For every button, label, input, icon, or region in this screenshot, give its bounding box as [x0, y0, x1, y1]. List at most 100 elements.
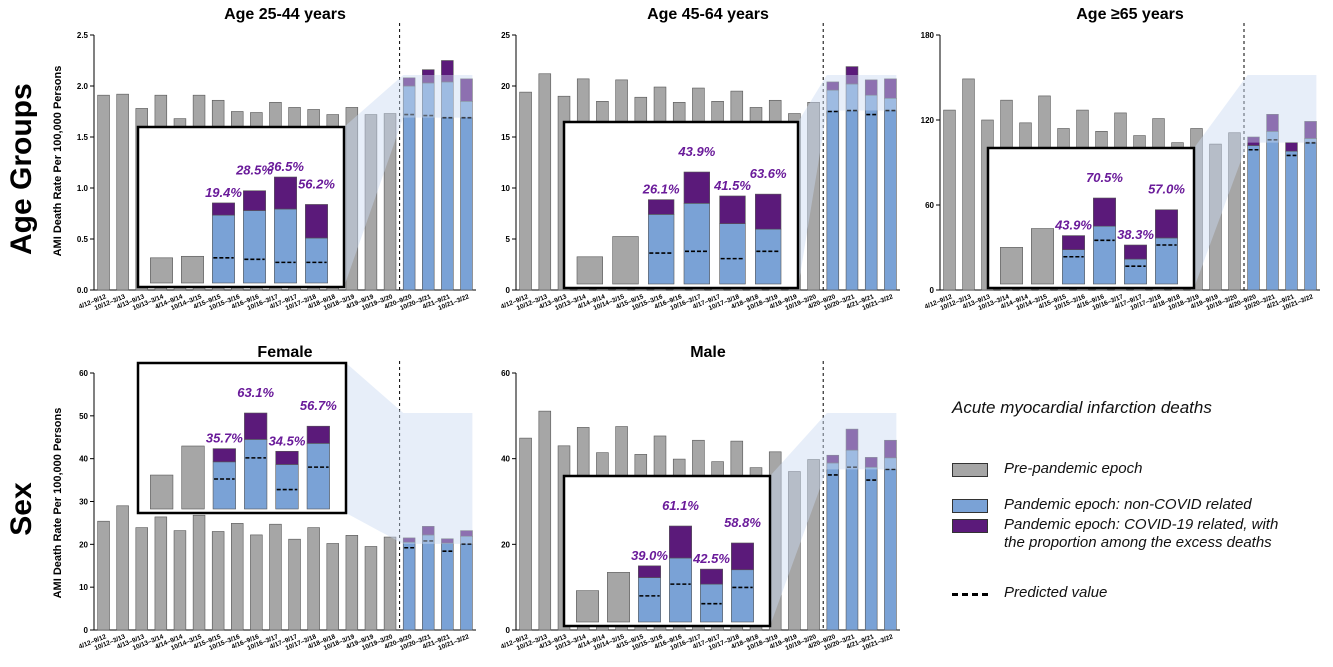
- inset-percent-label: 63.1%: [237, 385, 274, 400]
- legend-label: Pre-pandemic epoch: [1004, 460, 1143, 477]
- inset-percent-label: 26.1%: [642, 182, 680, 197]
- inset-bar-covid: [648, 199, 675, 215]
- inset-percent-label: 70.5%: [1086, 170, 1123, 185]
- y-tick-label: 15: [501, 133, 510, 142]
- legend-dash-predicted: [952, 593, 988, 596]
- zoom-shade: [1194, 75, 1317, 288]
- bar-pre-pandemic: [250, 534, 263, 631]
- inset-bar-covid: [669, 525, 692, 559]
- legend: Acute myocardial infarction deaths Pre-p…: [952, 398, 1322, 601]
- bar-pre-pandemic: [97, 520, 110, 631]
- bar-covid: [422, 69, 435, 84]
- bar-pre-pandemic: [97, 94, 110, 291]
- bar-pre-pandemic: [788, 471, 801, 631]
- legend-item-predicted: Predicted value: [952, 584, 1314, 602]
- bar-covid: [402, 77, 416, 87]
- y-tick-label: 10: [501, 184, 510, 193]
- legend-label: Pandemic epoch: COVID-19 related, with t…: [1004, 516, 1279, 551]
- y-tick-label: 0: [930, 286, 935, 295]
- inset-bar-pre: [576, 590, 599, 623]
- inset-percent-label: 41.5%: [713, 178, 751, 193]
- legend-swatch-non-covid: [952, 499, 988, 513]
- y-tick-label: 2.0: [77, 82, 89, 91]
- legend-label: Pandemic epoch: non-COVID related: [1004, 496, 1252, 513]
- bar-pre-pandemic: [364, 114, 378, 291]
- bar-non-covid: [1285, 150, 1298, 291]
- zoom-inset: 19.4% 28.5%36.5% 56.2%: [136, 125, 346, 289]
- legend-swatch-covid: [952, 519, 988, 533]
- inset-percent-label: 43.9%: [677, 144, 715, 159]
- inset-bar-covid: [1124, 244, 1147, 260]
- inset-percent-label: 63.6%: [750, 166, 787, 181]
- inset-bar-pre: [576, 256, 603, 285]
- inset-bar-non-covid: [305, 237, 328, 284]
- chart-panel: Age ≥65 years0601201804/12–9/1210/12–3/1…: [921, 6, 1320, 312]
- y-tick-label: 40: [501, 455, 510, 464]
- chart-panel: Male02040604/12–9/1210/12–3/134/13–9/131…: [500, 344, 900, 652]
- bar-pre-pandemic: [345, 107, 359, 291]
- bar-non-covid: [1304, 138, 1317, 291]
- y-tick-label: 120: [921, 116, 935, 125]
- inset-bar-pre: [1000, 247, 1023, 285]
- bar-covid: [864, 79, 878, 96]
- bar-pre-pandemic: [116, 93, 129, 291]
- inset-bar-covid: [638, 565, 661, 578]
- y-axis-label-top: AMI Death Rate Per 100,000 Persons: [52, 65, 64, 257]
- bar-covid: [884, 78, 897, 99]
- bar-pre-pandemic: [1228, 132, 1241, 291]
- bar-pre-pandemic: [538, 73, 552, 291]
- inset-bar-covid: [305, 204, 328, 239]
- bar-covid: [441, 538, 454, 544]
- bar-covid: [402, 537, 416, 543]
- legend-label: Predicted value: [1004, 584, 1108, 601]
- inset-bar-non-covid: [274, 208, 297, 284]
- bar-non-covid: [845, 449, 859, 631]
- legend-title: Acute myocardial infarction deaths: [952, 398, 1212, 417]
- bar-pre-pandemic: [345, 535, 359, 631]
- bar-covid: [460, 78, 473, 102]
- chart-panel: Female01020304050604/12–9/1210/12–3/134/…: [78, 344, 476, 652]
- inset-percent-label: 36.5%: [267, 159, 304, 174]
- chart-title: Male: [690, 344, 726, 361]
- bar-non-covid: [845, 83, 859, 291]
- chart-title: Age ≥65 years: [1076, 6, 1184, 23]
- bar-non-covid: [826, 89, 840, 291]
- y-tick-label: 0.0: [77, 286, 89, 295]
- inset-bar-covid: [719, 195, 746, 224]
- bar-pre-pandemic: [326, 543, 339, 631]
- inset-percent-label: 58.8%: [724, 515, 761, 530]
- inset-bar-pre: [612, 236, 639, 285]
- bar-pre-pandemic: [307, 527, 320, 631]
- bar-pre-pandemic: [383, 536, 397, 631]
- inset-percent-label: 34.5%: [269, 433, 306, 448]
- inset-bar-covid: [1155, 209, 1178, 239]
- bar-pre-pandemic: [154, 516, 168, 631]
- bar-covid: [864, 457, 878, 468]
- inset-bar-non-covid: [1093, 225, 1116, 285]
- bar-covid: [441, 60, 454, 83]
- bar-non-covid: [460, 535, 473, 631]
- bar-pre-pandemic: [116, 505, 129, 631]
- inset-bar-non-covid: [1062, 249, 1085, 285]
- inset-bar-non-covid: [683, 203, 710, 285]
- bar-covid: [845, 66, 859, 85]
- bar-covid: [1266, 114, 1279, 132]
- y-axis-label-bottom: AMI Death Rate Per 100,000 Persons: [52, 407, 64, 599]
- inset-bar-non-covid: [648, 214, 675, 285]
- inset-bar-covid: [700, 568, 723, 585]
- bar-non-covid: [826, 462, 840, 631]
- bar-pre-pandemic: [1209, 143, 1222, 291]
- row-label-age-groups: Age Groups: [5, 83, 38, 255]
- bar-pre-pandemic: [962, 78, 975, 291]
- y-tick-label: 60: [501, 369, 510, 378]
- inset-bar-non-covid: [731, 569, 754, 623]
- inset-percent-label: 28.5%: [235, 163, 273, 178]
- y-tick-label: 5: [506, 235, 511, 244]
- inset-percent-label: 57.0%: [1148, 182, 1185, 197]
- inset-percent-label: 56.2%: [298, 176, 335, 191]
- inset-bar-covid: [755, 193, 782, 230]
- zoom-shade: [770, 413, 897, 626]
- bar-non-covid: [864, 466, 878, 631]
